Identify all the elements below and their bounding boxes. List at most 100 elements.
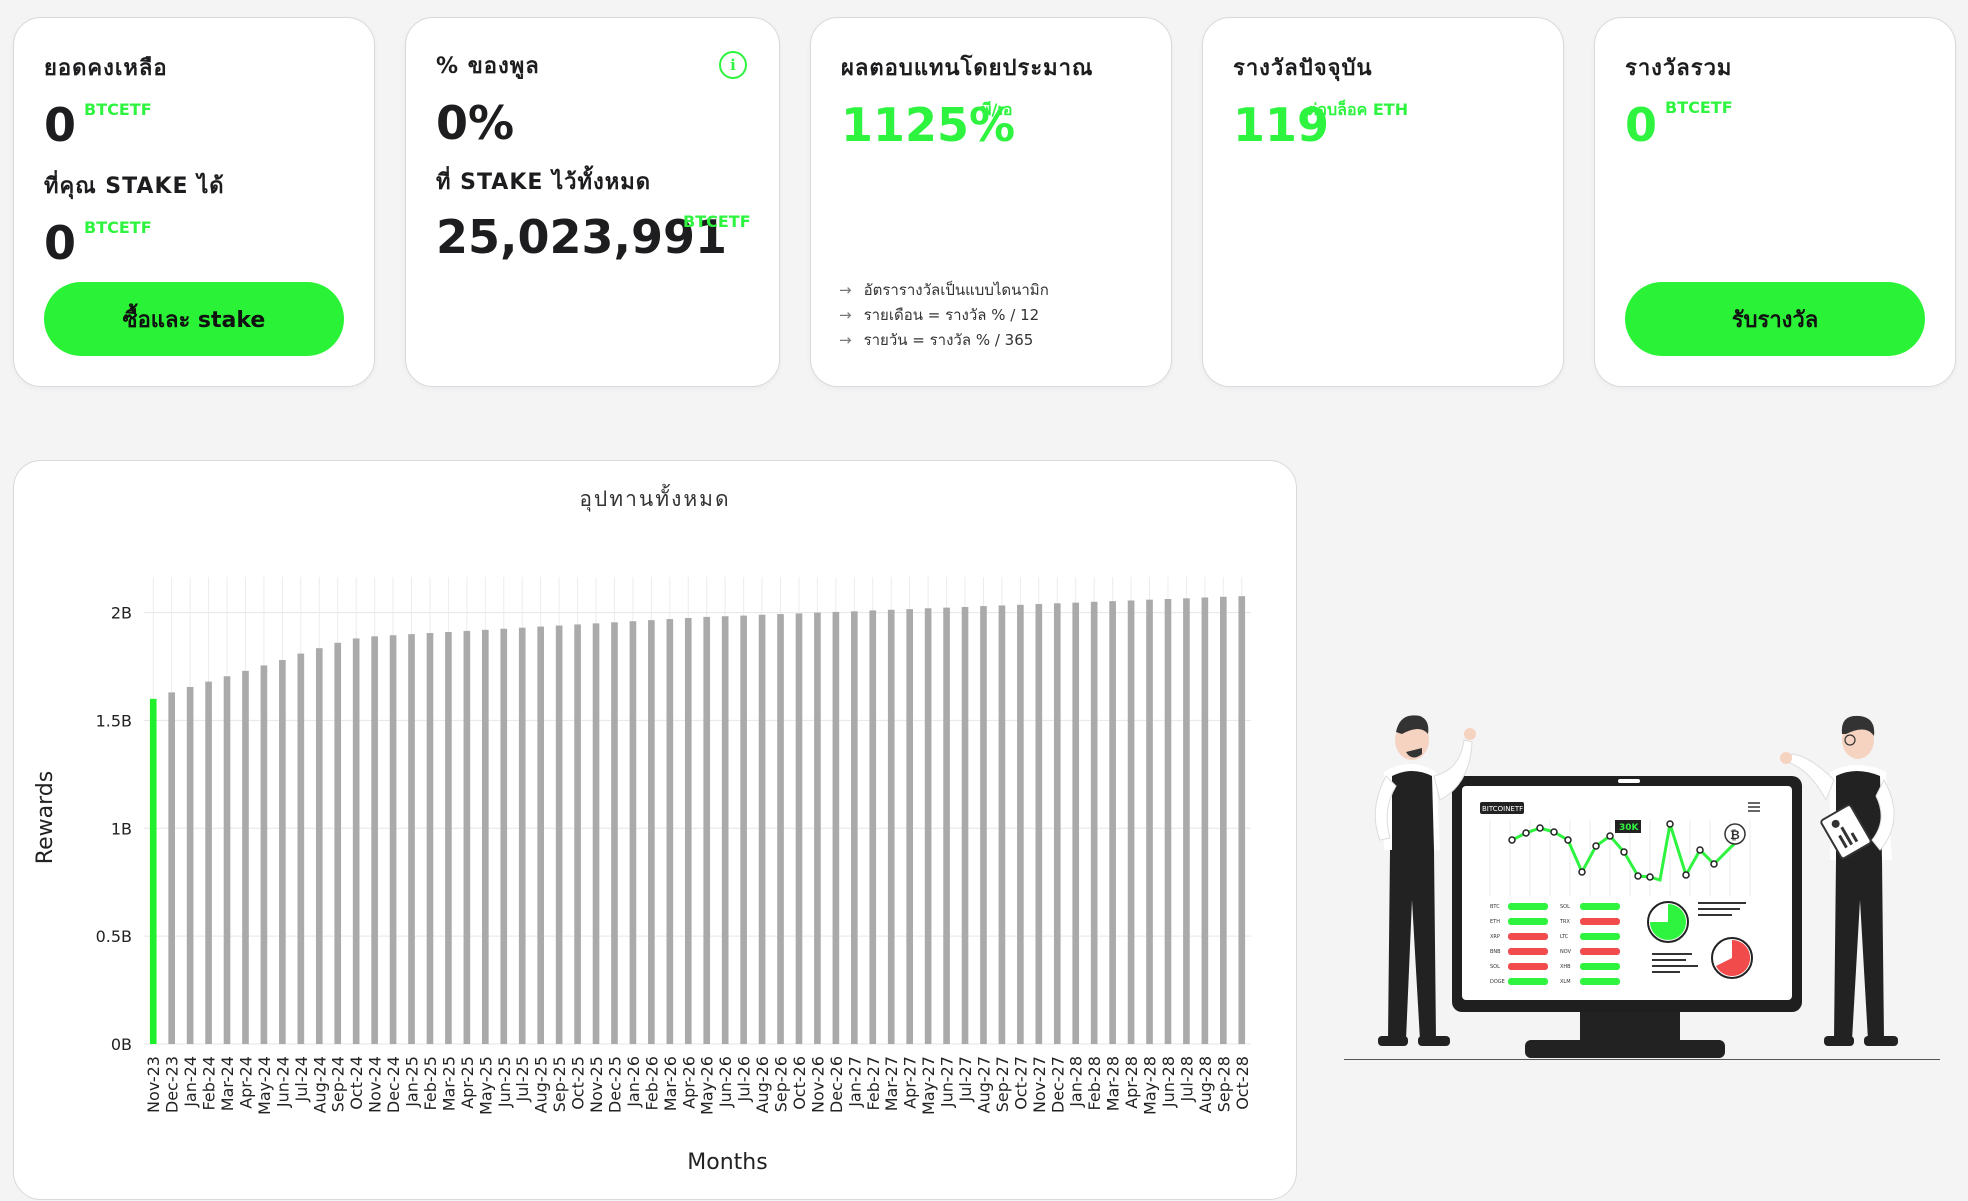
screen-brand: BITCOINETF: [1482, 805, 1523, 813]
chart-bar: [1238, 596, 1246, 1044]
balance-card: ยอดคงเหลือ 0 BTCETF ที่คุณ STAKE ได้ 0 B…: [13, 17, 375, 387]
info-icon[interactable]: i: [719, 51, 747, 79]
chart-bar: [242, 670, 249, 1044]
chart-bar: [500, 628, 508, 1044]
staked-total-title: ที่ STAKE ไว้ทั้งหมด: [436, 170, 652, 195]
x-tick-label: Jul-27: [956, 1056, 975, 1102]
chart-bar: [666, 619, 674, 1044]
stake-value: 0: [44, 216, 77, 270]
y-tick-label: 1B: [111, 819, 132, 838]
stake-unit: BTCETF: [84, 218, 152, 237]
current-reward-value: 119: [1233, 98, 1330, 152]
x-tick-label: Aug-28: [1196, 1056, 1215, 1113]
chart-bar: [1127, 600, 1135, 1044]
x-tick-label: Feb-26: [642, 1056, 661, 1110]
x-tick-label: Jan-25: [403, 1056, 422, 1108]
claim-reward-button[interactable]: รับรางวัล: [1625, 282, 1925, 356]
chart-bar: [537, 626, 544, 1044]
current-reward-title: รางวัลปัจจุบัน: [1233, 56, 1373, 81]
x-tick-label: Dec-24: [384, 1056, 403, 1113]
coin-label: DOGE: [1490, 979, 1505, 985]
chart-bar: [832, 611, 840, 1044]
chart-bar: [1183, 598, 1190, 1044]
pool-value: 0%: [436, 96, 515, 150]
total-reward-card: รางวัลรวม 0 BTCETF รับรางวัล: [1594, 17, 1956, 387]
chart-bar: [445, 631, 452, 1044]
chart-bar: [426, 633, 434, 1044]
x-tick-label: Mar-26: [661, 1056, 680, 1111]
pool-card: % ของพูล i 0% ที่ STAKE ไว้ทั้งหมด 25,02…: [405, 17, 780, 387]
chart-bar: [1201, 597, 1209, 1044]
x-tick-label: Apr-24: [236, 1056, 255, 1109]
chart-bar: [1053, 603, 1061, 1044]
chart-bar: [998, 605, 1006, 1044]
clipboard-icon: [1820, 804, 1872, 860]
x-tick-label: Apr-26: [679, 1056, 698, 1109]
chart-bar: [149, 698, 157, 1044]
chart-bar: [961, 606, 969, 1044]
screen-badge: 30K: [1619, 823, 1640, 833]
balance-unit: BTCETF: [84, 100, 152, 119]
x-tick-label: Sep-27: [993, 1056, 1012, 1112]
x-tick-label: Sep-26: [772, 1056, 791, 1112]
x-tick-label: Aug-25: [532, 1056, 551, 1113]
coin-label: BTC: [1490, 904, 1500, 910]
buy-and-stake-button[interactable]: ซื้อและ stake: [44, 282, 344, 356]
x-tick-label: Jun-27: [938, 1056, 957, 1108]
red-pie-icon: [1711, 937, 1753, 979]
chart-bar: [297, 653, 305, 1044]
right-person: [1780, 715, 1898, 1046]
coin-label: TRX: [1559, 919, 1571, 925]
apy-card: ผลตอบแทนโดยประมาณ 1125% พี/เอ → อัตรารางว…: [810, 17, 1172, 387]
chart-bar: [648, 620, 655, 1044]
x-tick-label: May-26: [698, 1056, 717, 1115]
x-tick-label: Oct-25: [569, 1056, 588, 1110]
x-tick-label: Apr-28: [1122, 1056, 1141, 1109]
x-tick-label: Feb-25: [421, 1056, 440, 1110]
y-tick-label: 0.5B: [96, 927, 132, 946]
chart-bar: [518, 627, 526, 1044]
current-reward-card: รางวัลปัจจุบัน 119 ต่อบล็อค ETH: [1202, 17, 1564, 387]
bitcoin-icon: ₿: [1724, 823, 1746, 845]
chart-bar: [611, 622, 618, 1044]
coin-label: XHB: [1560, 964, 1571, 970]
chart-bar: [721, 616, 729, 1044]
chart-bar: [1164, 598, 1172, 1044]
balance-title: ยอดคงเหลือ: [44, 56, 168, 81]
chart-bar: [260, 665, 268, 1044]
chart-bar: [1109, 601, 1116, 1044]
chart-title: อุปทานทั้งหมด: [579, 487, 731, 511]
apy-note-2: → รายเดือน = รางวัล % / 12: [839, 303, 1039, 327]
staked-total-unit: BTCETF: [683, 212, 751, 231]
x-tick-label: May-28: [1141, 1056, 1160, 1115]
x-tick-label: Jul-24: [292, 1056, 311, 1102]
current-reward-unit: ต่อบล็อค ETH: [1307, 100, 1409, 119]
green-pie-icon: [1647, 901, 1689, 943]
coin-label: BNB: [1490, 949, 1501, 955]
y-tick-label: 0B: [111, 1035, 132, 1054]
x-tick-label: Feb-24: [200, 1056, 219, 1110]
x-tick-label: Jan-27: [845, 1056, 864, 1108]
x-tick-label: Apr-27: [901, 1056, 920, 1109]
chart-bar: [334, 642, 342, 1044]
coin-label: ETH: [1490, 919, 1500, 925]
total-reward-unit: BTCETF: [1665, 98, 1733, 117]
arrow-right-icon: →: [839, 306, 852, 324]
x-tick-label: Sep-28: [1214, 1056, 1233, 1112]
svg-text:₿: ₿: [1730, 828, 1740, 842]
chart-bar: [777, 614, 784, 1044]
arrow-right-icon: →: [839, 281, 852, 299]
chart-bar: [279, 660, 286, 1044]
apy-value: 1125%: [841, 98, 1016, 152]
x-tick-label: Oct-26: [790, 1056, 809, 1110]
apy-note-3: → รายวัน = รางวัล % / 365: [839, 328, 1033, 352]
x-tick-label: Sep-25: [550, 1056, 569, 1112]
chart-bar: [315, 648, 323, 1044]
x-tick-label: Nov-26: [808, 1056, 827, 1113]
chart-bar: [168, 692, 175, 1044]
x-tick-label: Dec-25: [605, 1056, 624, 1113]
apy-unit: พี/เอ: [981, 100, 1013, 119]
chart-bar: [851, 611, 858, 1044]
chart-bar: [869, 610, 877, 1044]
